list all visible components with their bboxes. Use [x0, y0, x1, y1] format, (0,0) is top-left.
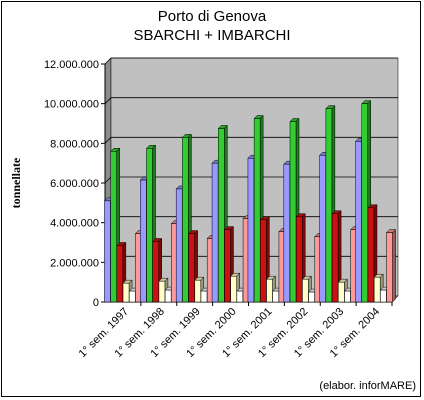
- y-tick-label: 6.000.000: [50, 178, 99, 190]
- bar: [194, 279, 202, 303]
- gridline-depth: [104, 57, 112, 65]
- bar: [302, 278, 309, 303]
- bar: [266, 278, 273, 303]
- bar: [247, 157, 255, 303]
- bar: [260, 219, 267, 303]
- gridline-depth: [104, 137, 112, 144]
- bar: [355, 141, 362, 303]
- bar: [211, 162, 219, 303]
- gridline-depth: [104, 176, 112, 184]
- bar: [104, 200, 111, 303]
- bar: [116, 245, 124, 303]
- bar: [152, 241, 159, 303]
- y-tick-label: 8.000.000: [50, 138, 99, 150]
- bar: [146, 148, 153, 303]
- credit-note: (elabor. inforMARE): [319, 380, 416, 392]
- bar: [367, 207, 375, 303]
- bar: [380, 289, 387, 303]
- bar: [308, 291, 315, 303]
- bar: [218, 128, 225, 303]
- bar: [338, 281, 345, 303]
- bar: [373, 276, 381, 303]
- bar: [128, 290, 136, 303]
- bar: [386, 232, 393, 303]
- bar: [230, 275, 237, 303]
- y-tick-label: 0: [93, 297, 99, 309]
- bar: [283, 163, 291, 303]
- y-tick-label: 2.000.000: [50, 257, 99, 269]
- bar: [164, 289, 172, 303]
- bar: [224, 229, 231, 303]
- bar: [344, 290, 351, 303]
- bar: [295, 216, 303, 303]
- gridline-depth: [104, 97, 112, 104]
- y-tick-label: 4.000.000: [50, 218, 99, 230]
- bar: [158, 280, 166, 303]
- chart-subtitle: SBARCHI + IMBARCHI: [133, 27, 291, 44]
- bar: [361, 103, 369, 303]
- y-axis-label: tonnellate: [9, 157, 23, 208]
- bar: [319, 154, 326, 303]
- y-tick-label: 10.000.000: [44, 99, 99, 111]
- bar: [325, 108, 333, 303]
- bar: [200, 290, 208, 303]
- bar: [188, 233, 195, 303]
- y-tick-label: 12.000.000: [44, 59, 99, 71]
- bar: [182, 137, 189, 303]
- bar: [140, 179, 147, 303]
- bar-side: [392, 228, 396, 303]
- bar: [289, 121, 297, 303]
- bar: [272, 290, 279, 303]
- bar: [122, 282, 130, 303]
- chart-title: Porto di Genova: [157, 8, 267, 25]
- bar: [253, 118, 261, 303]
- bar: [236, 290, 244, 303]
- bar: [175, 188, 183, 303]
- bar: [110, 151, 117, 303]
- bar: [331, 213, 339, 303]
